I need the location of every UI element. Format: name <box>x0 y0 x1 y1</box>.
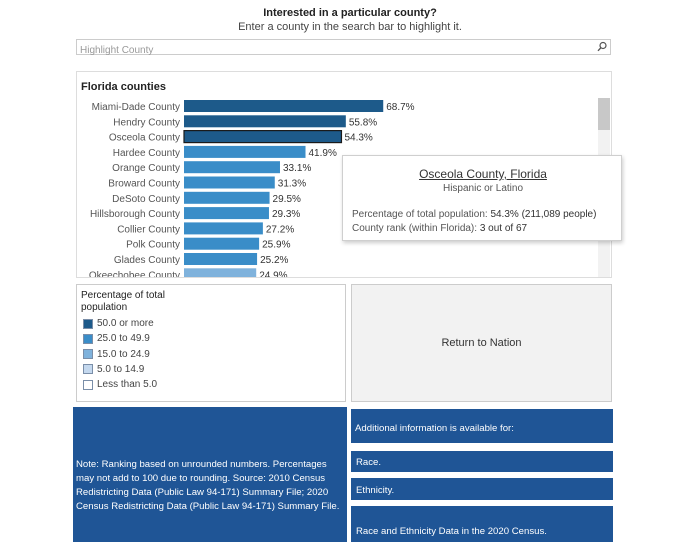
tooltip-group: Hispanic or Latino <box>442 183 524 194</box>
value-label-collier-county: 27.2% <box>266 224 294 235</box>
source-note: Note: Ranking based on unrounded numbers… <box>76 459 340 512</box>
legend-swatch <box>83 364 93 375</box>
tooltip-rank-label: County rank (within Florida): <box>352 223 478 234</box>
tooltip-pct-value: 54.3% <box>490 209 519 220</box>
chart-title: Florida counties <box>81 81 166 93</box>
county-tooltip: Osceola County, Florida Hispanic or Lati… <box>342 155 622 241</box>
county-search-input[interactable] <box>77 43 587 58</box>
race-link[interactable]: Race. <box>351 451 613 472</box>
tooltip-rank-row: County rank (within Florida): 3 out of 6… <box>352 223 527 234</box>
legend-item: Less than 5.0 <box>83 379 157 391</box>
category-label-hendry-county: Hendry County <box>113 117 180 128</box>
legend-item: 50.0 or more <box>83 318 154 330</box>
return-to-nation-button[interactable]: Return to Nation <box>351 284 612 402</box>
value-label-hardee-county: 41.9% <box>309 148 337 159</box>
tooltip-rank-value: 3 out of 67 <box>479 223 528 234</box>
additional-info-heading: Additional information is available for: <box>355 423 514 434</box>
category-label-broward-county: Broward County <box>108 179 180 190</box>
category-label-miami-dade-county: Miami-Dade County <box>92 102 180 113</box>
legend-swatch <box>83 333 93 344</box>
category-label-glades-county: Glades County <box>114 255 180 266</box>
value-label-osceola-county: 54.3% <box>344 133 372 144</box>
legend-label: 50.0 or more <box>97 318 154 329</box>
bar-collier-county[interactable] <box>184 222 263 235</box>
bar-osceola-county[interactable] <box>183 129 343 144</box>
value-label-hillsborough-county: 29.3% <box>272 209 300 220</box>
race-link-label[interactable]: Race. <box>356 457 382 468</box>
legend-label: 5.0 to 14.9 <box>97 363 145 375</box>
category-label-osceola-county: Osceola County <box>109 133 180 144</box>
bar-miami-dade-county[interactable] <box>184 100 384 112</box>
legend-swatch <box>83 349 93 360</box>
bar-chart: Miami-Dade County 68.7% Hendry County 55.8%… <box>89 100 415 278</box>
legend-item: 15.0 to 24.9 <box>83 349 150 361</box>
legend-label: 25.0 to 49.9 <box>97 333 150 345</box>
tooltip-pct-label: Percentage of total population: <box>352 209 488 220</box>
bar-desoto-county[interactable] <box>184 191 270 204</box>
legend-item: 5.0 to 14.9 <box>83 364 144 376</box>
bar-okeechobee-county[interactable] <box>184 268 257 278</box>
category-label-hillsborough-county: Hillsborough County <box>90 209 180 220</box>
bar-hillsborough-county[interactable] <box>184 207 269 220</box>
page-subtitle: Enter a county in the search bar to high… <box>238 21 462 33</box>
tooltip-county-name: Osceola County, Florida <box>419 167 547 181</box>
value-label-hendry-county: 55.8% <box>349 117 377 128</box>
category-label-collier-county: Collier County <box>117 224 180 235</box>
value-label-glades-county: 25.2% <box>260 255 288 266</box>
category-label-desoto-county: DeSoto County <box>112 194 180 205</box>
tooltip-percentage-row: Percentage of total population: 54.3% (2… <box>352 209 596 220</box>
bar-broward-county[interactable] <box>184 176 275 189</box>
legend-label: 15.0 to 24.9 <box>97 348 150 360</box>
value-label-orange-county: 33.1% <box>283 163 311 174</box>
additional-info-header: Additional information is available for: <box>351 409 613 443</box>
value-label-polk-county: 25.9% <box>262 240 290 251</box>
value-label-desoto-county: 29.5% <box>273 194 301 205</box>
legend-item: 25.0 to 49.9 <box>83 333 150 345</box>
page-title: Interested in a particular county? <box>263 7 437 19</box>
ethnicity-link-label[interactable]: Ethnicity. <box>356 485 395 496</box>
chart-scrollbar-thumb[interactable] <box>598 98 610 130</box>
race-ethnicity-2020-link[interactable]: Race and Ethnicity Data in the 2020 Cens… <box>351 506 613 542</box>
category-label-okeechobee-county: Okeechobee County <box>89 270 180 278</box>
bar-glades-county[interactable] <box>184 253 258 265</box>
county-search-box[interactable] <box>76 39 611 58</box>
bar-polk-county[interactable] <box>184 237 260 250</box>
bar-hardee-county[interactable] <box>184 145 306 158</box>
legend-label: Less than 5.0 <box>97 379 158 391</box>
value-label-okeechobee-county: 24.9% <box>259 270 287 278</box>
legend-panel: Percentage of total population 50.0 or m… <box>76 284 346 402</box>
value-label-miami-dade-county: 68.7% <box>386 102 414 113</box>
note-panel: Note: Ranking based on unrounded numbers… <box>73 407 347 542</box>
category-label-hardee-county: Hardee County <box>113 148 180 159</box>
bar-orange-county[interactable] <box>184 161 280 174</box>
legend-swatch <box>83 379 93 390</box>
tooltip-people: (211,089 people) <box>521 209 597 220</box>
category-label-orange-county: Orange County <box>112 163 180 174</box>
bar-hendry-county[interactable] <box>184 115 346 128</box>
ethnicity-link[interactable]: Ethnicity. <box>351 478 613 500</box>
race-ethnicity-2020-link-label[interactable]: Race and Ethnicity Data in the 2020 Cens… <box>356 526 547 537</box>
legend-swatch <box>83 318 93 329</box>
search-icon[interactable] <box>596 40 608 54</box>
legend-title: Percentage of total population <box>81 290 165 313</box>
value-label-broward-county: 31.3% <box>278 179 306 190</box>
category-label-polk-county: Polk County <box>126 240 180 251</box>
